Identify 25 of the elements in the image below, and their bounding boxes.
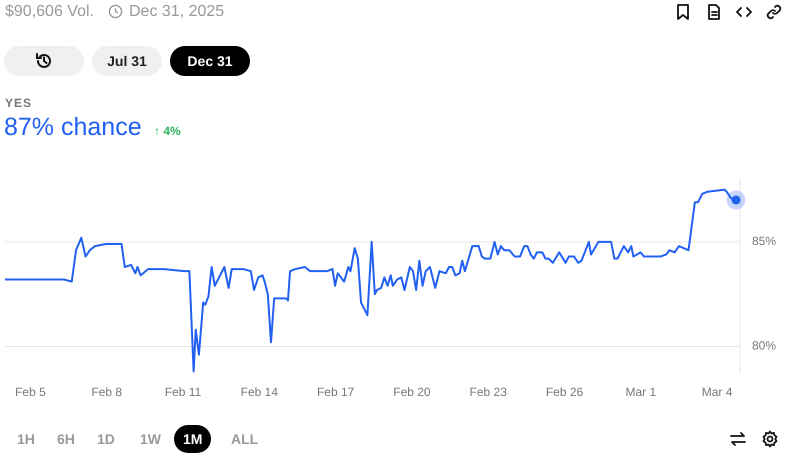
x-tick-label: Feb 23: [470, 385, 508, 400]
x-tick-label: Mar 4: [702, 385, 733, 400]
x-tick-label: Feb 17: [316, 385, 355, 400]
text: Dec 31: [170, 46, 250, 76]
x-tick-label: Feb 11: [164, 385, 202, 400]
text: 1H: [16, 430, 36, 449]
text: 1D: [96, 430, 116, 449]
text: 1W: [139, 430, 162, 449]
chart-subtitle: YES: [5, 96, 32, 110]
chart-title: 87% chance: [4, 113, 142, 142]
text: Jul 31: [92, 46, 162, 76]
text: Dec 31, 2025: [129, 3, 224, 21]
x-tick-label: Feb 20: [393, 385, 431, 400]
text: 1M: [174, 425, 212, 453]
x-tick-label: Mar 1: [625, 385, 656, 400]
text: 6H: [56, 430, 76, 449]
x-tick-label: Feb 26: [546, 385, 584, 400]
y-tick-label: 80%: [752, 338, 776, 353]
x-tick-label: Feb 8: [91, 385, 122, 400]
text: ALL: [230, 430, 260, 449]
y-tick-label: 85%: [752, 234, 776, 248]
x-tick-label: Feb 5: [15, 385, 46, 400]
x-tick-label: Feb 14: [240, 385, 278, 400]
text: $90,606 Vol.: [5, 3, 94, 21]
text: ↑ 4%: [154, 124, 181, 138]
